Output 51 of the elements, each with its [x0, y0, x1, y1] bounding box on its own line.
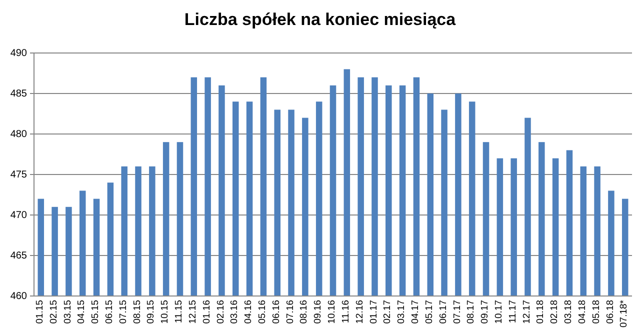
x-tick-label: 02.17	[382, 300, 394, 324]
y-tick-label: 485	[10, 88, 28, 100]
x-tick-label: 10.16	[326, 300, 338, 324]
x-tick-label: 02.15	[48, 300, 60, 324]
x-tick-label: 02.18	[549, 300, 560, 324]
x-tick-label: 10.15	[160, 300, 171, 324]
x-tick-label: 05.15	[90, 300, 102, 324]
y-tick-label: 465	[10, 250, 28, 262]
x-tick-label: 03.18	[563, 300, 574, 324]
y-tick-label: 475	[10, 170, 28, 181]
x-tick-label: 12.17	[521, 300, 532, 324]
x-tick-label: 11.15	[174, 300, 185, 324]
x-tick-label: 05.17	[424, 300, 435, 324]
x-tick-label: 05.16	[257, 300, 268, 324]
x-tick-label: 03.15	[62, 300, 74, 324]
x-tick-label: 12.16	[354, 300, 366, 324]
x-tick-label: 09.16	[312, 300, 324, 324]
x-tick-label: 09.15	[146, 300, 157, 324]
x-tick-label: 12.15	[187, 300, 198, 324]
x-tick-label: 11.16	[340, 300, 352, 324]
x-tick-label: 09.17	[480, 300, 491, 324]
chart-title: Liczba spółek na koniec miesiąca	[184, 10, 456, 29]
x-tick-label: 05.18	[590, 300, 602, 324]
x-tick-label: 07.17	[452, 300, 463, 324]
x-tick-label: 06.17	[438, 300, 449, 324]
x-tick-label: 06.16	[270, 300, 282, 324]
y-tick-label: 470	[10, 210, 28, 222]
x-tick-label: 06.15	[104, 300, 115, 324]
x-tick-label: 03.16	[229, 300, 240, 324]
x-tick-label: 01.15	[34, 300, 46, 324]
x-tick-label: 08.17	[466, 300, 477, 324]
x-tick-label: 07.18*	[618, 300, 630, 328]
x-tick-label: 04.16	[243, 300, 254, 324]
x-tick-label: 06.18	[604, 300, 616, 324]
x-tick-label: 11.17	[507, 300, 518, 324]
x-tick-label: 08.16	[298, 300, 310, 324]
x-tick-label: 07.16	[284, 300, 296, 324]
x-tick-label: 01.16	[201, 300, 212, 324]
y-tick-label: 480	[10, 129, 28, 140]
y-tick-label: 490	[10, 48, 28, 60]
y-tick-label: 460	[10, 291, 28, 302]
x-tick-label: 01.18	[535, 300, 546, 324]
x-tick-label: 07.15	[118, 300, 129, 324]
x-tick-label: 02.16	[215, 300, 226, 324]
x-tick-label: 04.18	[576, 300, 588, 324]
x-tick-label: 04.15	[76, 300, 88, 324]
x-tick-label: 04.17	[410, 300, 422, 324]
x-tick-label: 08.15	[132, 300, 143, 324]
x-tick-label: 10.17	[493, 300, 504, 324]
x-tick-label: 01.17	[368, 300, 380, 324]
x-tick-label: 03.17	[396, 300, 408, 324]
